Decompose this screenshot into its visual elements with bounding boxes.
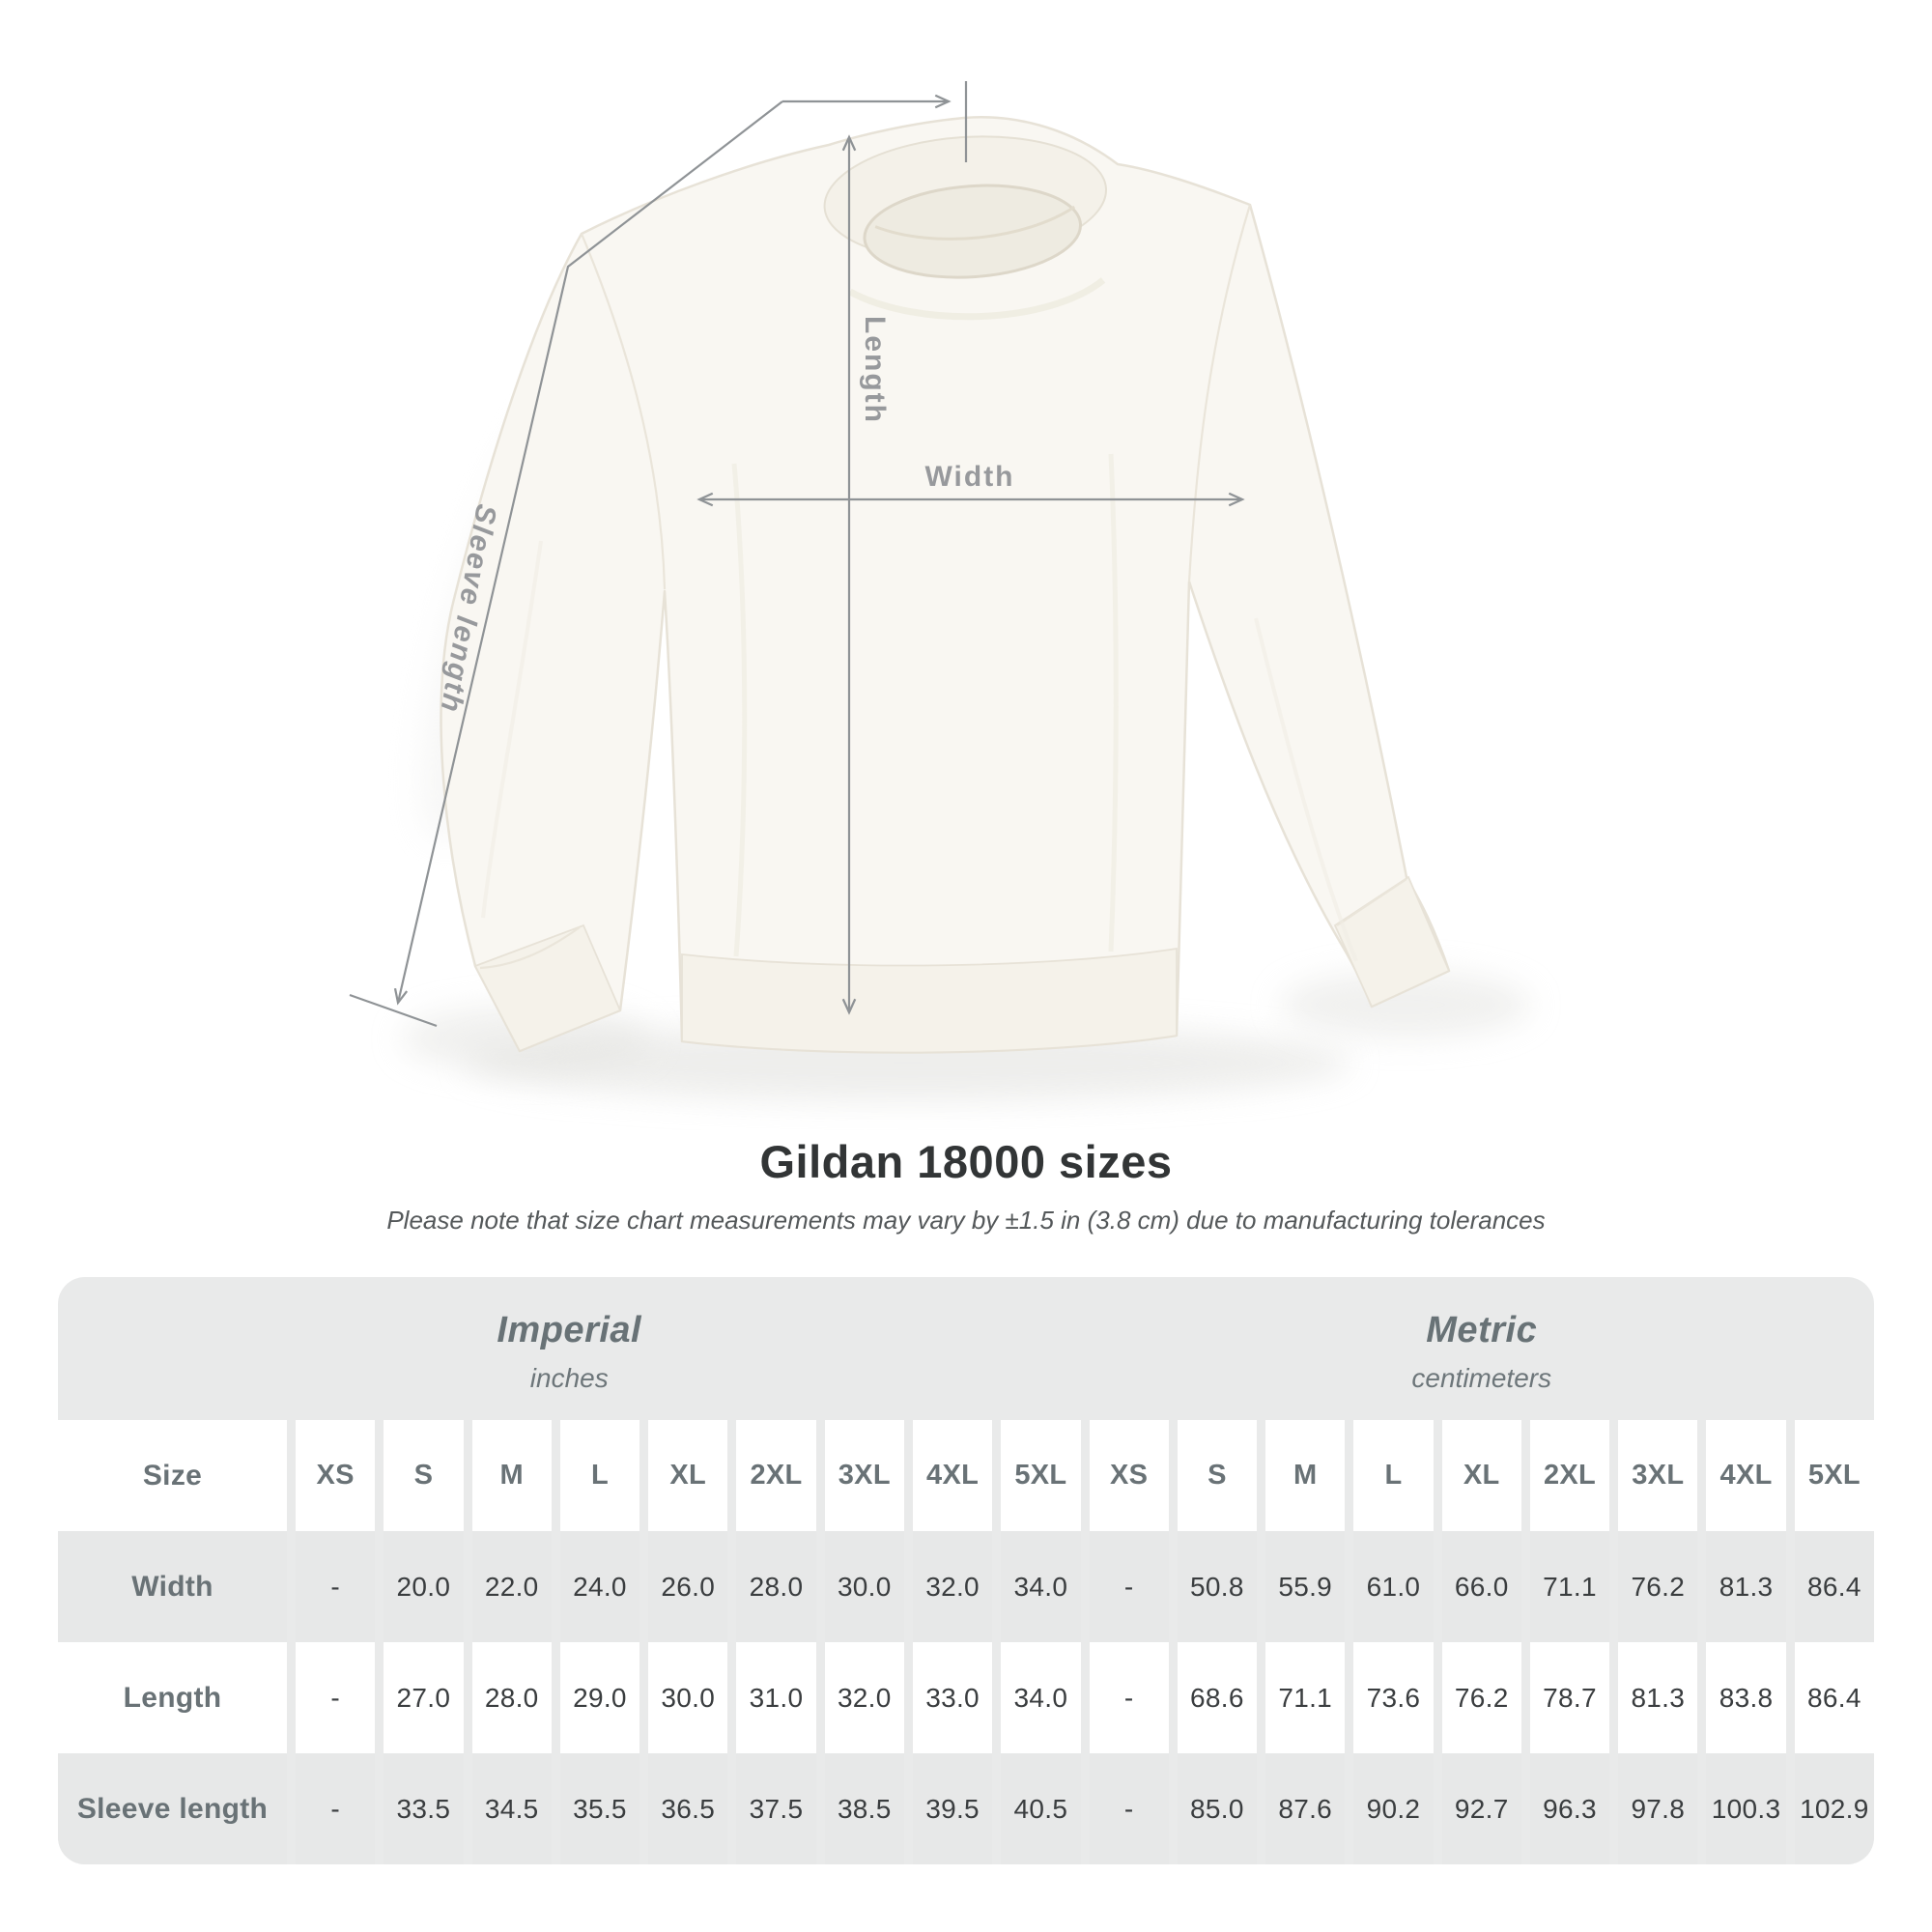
- column-header: 4XL: [912, 1420, 993, 1531]
- table-cell: -: [1089, 1531, 1169, 1642]
- table-cell: 37.5: [736, 1753, 816, 1864]
- table-cell: 55.9: [1265, 1531, 1346, 1642]
- table-cell: 38.5: [824, 1753, 904, 1864]
- table-cell: 32.0: [824, 1642, 904, 1753]
- table-cell: 102.9: [1794, 1753, 1874, 1864]
- table-cell: 61.0: [1353, 1531, 1434, 1642]
- table-cell: 66.0: [1441, 1531, 1521, 1642]
- sweatshirt-diagram: Length Width Sleeve length: [349, 81, 1531, 1101]
- table-cell: -: [1089, 1753, 1169, 1864]
- row-label: Length: [58, 1642, 287, 1753]
- garment-seams: [479, 204, 1407, 970]
- column-header: XL: [648, 1420, 728, 1531]
- table-cell: 92.7: [1441, 1753, 1521, 1864]
- table-cell: 26.0: [648, 1531, 728, 1642]
- garment-folds: [481, 277, 1358, 962]
- table-cell: 81.3: [1706, 1531, 1786, 1642]
- column-header: 2XL: [736, 1420, 816, 1531]
- table-cell: 35.5: [559, 1753, 640, 1864]
- tolerance-note: Please note that size chart measurements…: [386, 1206, 1546, 1235]
- table-cell: 76.2: [1618, 1531, 1698, 1642]
- table-cell: 30.0: [648, 1642, 728, 1753]
- column-header: M: [471, 1420, 552, 1531]
- table-cell: -: [1089, 1642, 1169, 1753]
- length-measure-label: Length: [859, 316, 891, 424]
- crewneck-collar: [823, 135, 1108, 279]
- table-cell: -: [296, 1753, 376, 1864]
- table-cell: 30.0: [824, 1531, 904, 1642]
- metric-group-label: Metric: [1426, 1310, 1538, 1350]
- table-cell: 33.0: [912, 1642, 993, 1753]
- column-header-size: Size: [58, 1420, 287, 1531]
- unit-group-imperial: Imperial inches: [58, 1277, 1081, 1420]
- table-cell: 81.3: [1618, 1642, 1698, 1753]
- column-header: 2XL: [1529, 1420, 1610, 1531]
- table-cell: 97.8: [1618, 1753, 1698, 1864]
- imperial-group-sublabel: inches: [529, 1363, 609, 1393]
- column-header: L: [1353, 1420, 1434, 1531]
- row-label: Width: [58, 1531, 287, 1642]
- table-cell: 31.0: [736, 1642, 816, 1753]
- table-cell: 28.0: [471, 1642, 552, 1753]
- table-cell: 24.0: [559, 1531, 640, 1642]
- column-header: L: [559, 1420, 640, 1531]
- table-cell: 73.6: [1353, 1642, 1434, 1753]
- table-cell: 76.2: [1441, 1642, 1521, 1753]
- row-label: Sleeve length: [58, 1753, 287, 1864]
- column-header: S: [384, 1420, 464, 1531]
- column-header: 3XL: [824, 1420, 904, 1531]
- measurement-overlay: [349, 81, 1245, 1028]
- imperial-group-label: Imperial: [497, 1310, 642, 1350]
- table-cell: 27.0: [384, 1642, 464, 1753]
- table-cell: 100.3: [1706, 1753, 1786, 1864]
- column-header: XS: [1089, 1420, 1169, 1531]
- column-header: XS: [296, 1420, 376, 1531]
- column-header: 5XL: [1794, 1420, 1874, 1531]
- table-cell: 68.6: [1177, 1642, 1258, 1753]
- sweatshirt-illustration: [440, 116, 1451, 1054]
- table-cell: 33.5: [384, 1753, 464, 1864]
- table-cell: 28.0: [736, 1531, 816, 1642]
- table-cell: 34.0: [1001, 1531, 1081, 1642]
- table-cell: 39.5: [912, 1753, 993, 1864]
- table-cell: 40.5: [1001, 1753, 1081, 1864]
- table-cell: 36.5: [648, 1753, 728, 1864]
- sweatshirt-body: [440, 116, 1451, 1054]
- table-cell: 29.0: [559, 1642, 640, 1753]
- table-cell: 83.8: [1706, 1642, 1786, 1753]
- table-cell: 96.3: [1529, 1753, 1610, 1864]
- table-cell: 71.1: [1265, 1642, 1346, 1753]
- table-cell: 78.7: [1529, 1642, 1610, 1753]
- column-header: XL: [1441, 1420, 1521, 1531]
- table-cell: 90.2: [1353, 1753, 1434, 1864]
- table-cell: 50.8: [1177, 1531, 1258, 1642]
- unit-group-metric: Metric centimeters: [1090, 1277, 1875, 1420]
- table-cell: 87.6: [1265, 1753, 1346, 1864]
- table-cell: 71.1: [1529, 1531, 1610, 1642]
- left-cuff: [473, 923, 622, 1053]
- column-header: 4XL: [1706, 1420, 1786, 1531]
- column-header: M: [1265, 1420, 1346, 1531]
- table-cell: 22.0: [471, 1531, 552, 1642]
- table-cell: -: [296, 1642, 376, 1753]
- sleeve-end-tick: [349, 993, 438, 1028]
- column-header: 5XL: [1001, 1420, 1081, 1531]
- sleeve-length-arrow: [393, 100, 783, 1006]
- table-cell: 34.5: [471, 1753, 552, 1864]
- table-cell: 86.4: [1794, 1531, 1874, 1642]
- table-cell: -: [296, 1531, 376, 1642]
- table-cell: 34.0: [1001, 1642, 1081, 1753]
- column-header: 3XL: [1618, 1420, 1698, 1531]
- table-cell: 20.0: [384, 1531, 464, 1642]
- table-cell: 32.0: [912, 1531, 993, 1642]
- table-cell: 86.4: [1794, 1642, 1874, 1753]
- table-cell: 85.0: [1177, 1753, 1258, 1864]
- size-table: Imperial inches Metric centimeters Size X…: [58, 1277, 1874, 1864]
- page-title: Gildan 18000 sizes: [759, 1136, 1173, 1187]
- metric-group-sublabel: centimeters: [1411, 1363, 1552, 1393]
- column-header: S: [1177, 1420, 1258, 1531]
- width-measure-label: Width: [924, 461, 1014, 493]
